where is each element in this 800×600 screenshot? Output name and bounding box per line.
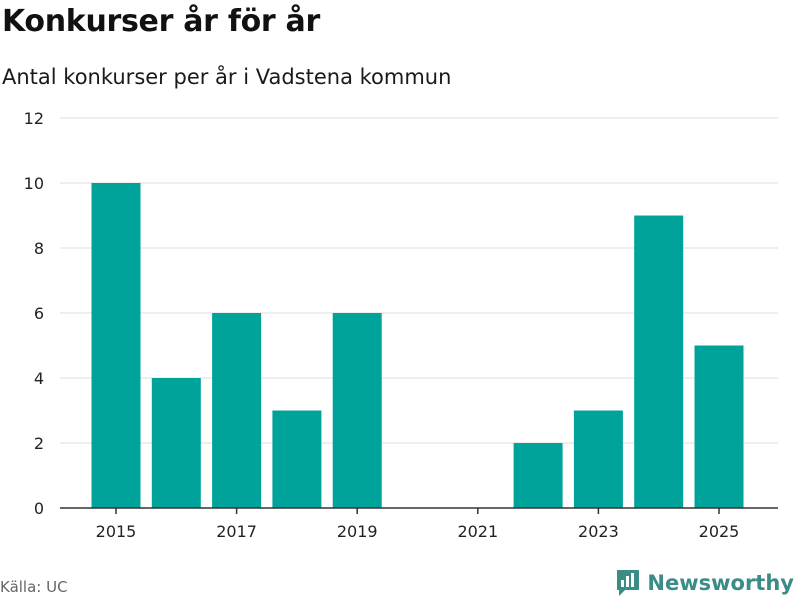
- bar-2023: [573, 410, 623, 508]
- bar-2016: [151, 378, 201, 508]
- bars: [91, 183, 744, 508]
- bar-2018: [272, 410, 322, 508]
- y-tick-label: 2: [34, 434, 44, 453]
- x-tick-label: 2015: [96, 522, 137, 541]
- brand-name: Newsworthy: [647, 571, 794, 595]
- y-tick-label: 10: [24, 174, 44, 193]
- x-tick-label: 2025: [699, 522, 740, 541]
- bar-2017: [212, 313, 262, 508]
- y-tick-label: 6: [34, 304, 44, 323]
- newsworthy-logo-icon: [617, 570, 640, 596]
- y-tick-label: 0: [34, 499, 44, 518]
- brand-logo: Newsworthy: [615, 568, 794, 598]
- chart-subtitle: Antal konkurser per år i Vadstena kommun: [2, 65, 452, 89]
- y-tick-label: 4: [34, 369, 44, 388]
- bar-2025: [694, 345, 744, 508]
- bar-2015: [91, 183, 141, 508]
- y-axis-ticks: 0 2 4 6 8 10 12: [24, 109, 44, 518]
- bar-2019: [332, 313, 382, 508]
- bar-2022: [513, 443, 563, 508]
- y-tick-label: 12: [24, 109, 44, 128]
- x-tick-label: 2023: [578, 522, 619, 541]
- bar-chart: 2015 2017 2019 2021 2023 2025 0 2 4 6 8 10 12: [24, 109, 778, 541]
- y-tick-label: 8: [34, 239, 44, 258]
- x-tick-label: 2019: [337, 522, 378, 541]
- chart-title: Konkurser år för år: [2, 4, 320, 39]
- x-tick-label: 2017: [216, 522, 257, 541]
- x-axis-ticks: 2015 2017 2019 2021 2023 2025: [96, 508, 740, 541]
- x-tick-label: 2021: [457, 522, 498, 541]
- source-note: Källa: UC: [0, 578, 68, 596]
- bar-2024: [634, 215, 684, 508]
